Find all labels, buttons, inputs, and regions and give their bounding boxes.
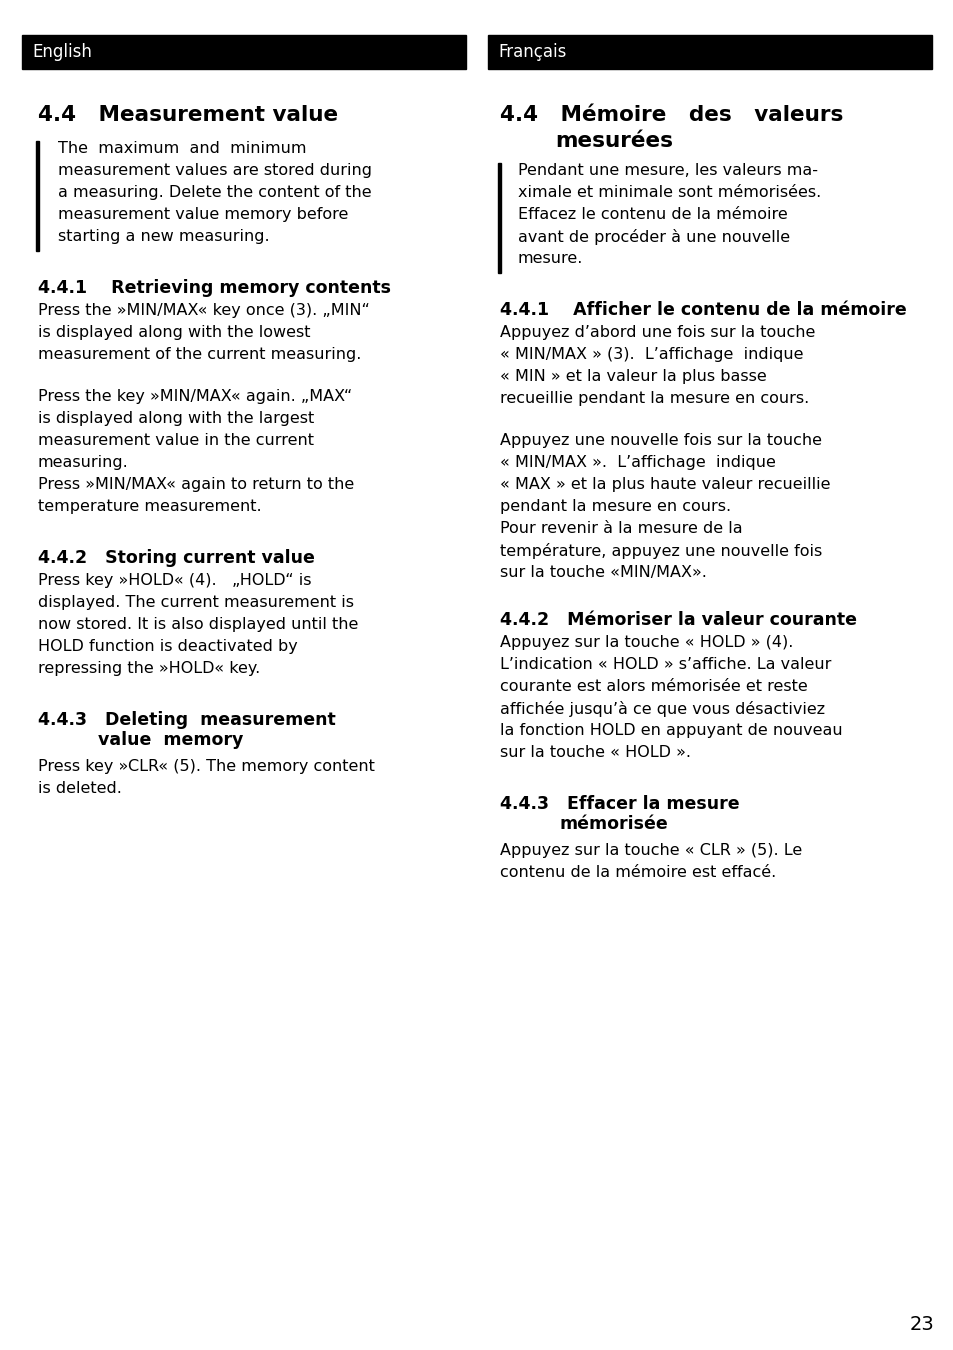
Text: Appuyez d’abord une fois sur la touche: Appuyez d’abord une fois sur la touche	[499, 325, 815, 340]
Text: Press the key »MIN/MAX« again. „MAX“: Press the key »MIN/MAX« again. „MAX“	[38, 389, 352, 404]
Text: Press »MIN/MAX« again to return to the: Press »MIN/MAX« again to return to the	[38, 477, 354, 491]
Text: « MIN/MAX » (3).  L’affichage  indique: « MIN/MAX » (3). L’affichage indique	[499, 347, 802, 362]
Text: 4.4   Measurement value: 4.4 Measurement value	[38, 105, 337, 126]
Text: avant de procéder à une nouvelle: avant de procéder à une nouvelle	[517, 230, 789, 244]
Text: Appuyez sur la touche « HOLD » (4).: Appuyez sur la touche « HOLD » (4).	[499, 634, 793, 649]
Text: 23: 23	[909, 1315, 934, 1334]
Text: is displayed along with the lowest: is displayed along with the lowest	[38, 325, 310, 340]
Text: sur la touche « HOLD ».: sur la touche « HOLD ».	[499, 745, 690, 760]
Text: recueillie pendant la mesure en cours.: recueillie pendant la mesure en cours.	[499, 392, 808, 406]
Text: temperature measurement.: temperature measurement.	[38, 500, 261, 514]
Text: la fonction HOLD en appuyant de nouveau: la fonction HOLD en appuyant de nouveau	[499, 724, 841, 738]
Text: 4.4.2   Mémoriser la valeur courante: 4.4.2 Mémoriser la valeur courante	[499, 612, 856, 629]
Text: « MIN » et la valeur la plus basse: « MIN » et la valeur la plus basse	[499, 369, 766, 383]
Text: now stored. It is also displayed until the: now stored. It is also displayed until t…	[38, 617, 358, 632]
Bar	[22, 35, 465, 69]
Text: measurement of the current measuring.: measurement of the current measuring.	[38, 347, 361, 362]
Text: measurement value in the current: measurement value in the current	[38, 433, 314, 448]
Text: 4.4.1    Retrieving memory contents: 4.4.1 Retrieving memory contents	[38, 279, 391, 297]
Text: Press key »HOLD« (4).   „HOLD“ is: Press key »HOLD« (4). „HOLD“ is	[38, 572, 312, 589]
Text: température, appuyez une nouvelle fois: température, appuyez une nouvelle fois	[499, 543, 821, 559]
Text: 4.4.2   Storing current value: 4.4.2 Storing current value	[38, 549, 314, 567]
Text: Pour revenir à la mesure de la: Pour revenir à la mesure de la	[499, 521, 741, 536]
Text: Press key »CLR« (5). The memory content: Press key »CLR« (5). The memory content	[38, 759, 375, 774]
Text: 4.4.3   Deleting  measurement: 4.4.3 Deleting measurement	[38, 711, 335, 729]
Text: repressing the »HOLD« key.: repressing the »HOLD« key.	[38, 662, 260, 676]
Text: measurement values are stored during: measurement values are stored during	[58, 163, 372, 178]
Bar	[488, 35, 931, 69]
Text: measuring.: measuring.	[38, 455, 129, 470]
Text: a measuring. Delete the content of the: a measuring. Delete the content of the	[58, 185, 372, 200]
Text: courante est alors mémorisée et reste: courante est alors mémorisée et reste	[499, 679, 807, 694]
Text: measurement value memory before: measurement value memory before	[58, 207, 348, 221]
Text: value  memory: value memory	[98, 730, 243, 749]
Text: displayed. The current measurement is: displayed. The current measurement is	[38, 595, 354, 610]
Text: 4.4.1    Afficher le contenu de la mémoire: 4.4.1 Afficher le contenu de la mémoire	[499, 301, 905, 319]
Text: « MIN/MAX ».  L’affichage  indique: « MIN/MAX ». L’affichage indique	[499, 455, 775, 470]
Text: English: English	[32, 43, 91, 61]
Text: mesure.: mesure.	[517, 251, 583, 266]
Text: « MAX » et la plus haute valeur recueillie: « MAX » et la plus haute valeur recueill…	[499, 477, 830, 491]
Text: mesurées: mesurées	[555, 131, 672, 151]
Text: The  maximum  and  minimum: The maximum and minimum	[58, 140, 306, 157]
Text: is deleted.: is deleted.	[38, 782, 122, 796]
Text: affichée jusqu’à ce que vous désactiviez: affichée jusqu’à ce que vous désactiviez	[499, 701, 824, 717]
Text: L’indication « HOLD » s’affiche. La valeur: L’indication « HOLD » s’affiche. La vale…	[499, 657, 830, 672]
Text: sur la touche «MIN/MAX».: sur la touche «MIN/MAX».	[499, 566, 706, 580]
Bar	[36, 140, 39, 251]
Text: ximale et minimale sont mémorisées.: ximale et minimale sont mémorisées.	[517, 185, 821, 200]
Text: starting a new measuring.: starting a new measuring.	[58, 230, 270, 244]
Text: pendant la mesure en cours.: pendant la mesure en cours.	[499, 500, 730, 514]
Text: Effacez le contenu de la mémoire: Effacez le contenu de la mémoire	[517, 207, 787, 221]
Text: is displayed along with the largest: is displayed along with the largest	[38, 410, 314, 427]
Text: 4.4.3   Effacer la mesure: 4.4.3 Effacer la mesure	[499, 795, 739, 813]
Text: Français: Français	[497, 43, 566, 61]
Text: Pendant une mesure, les valeurs ma-: Pendant une mesure, les valeurs ma-	[517, 163, 817, 178]
Text: mémorisée: mémorisée	[559, 815, 668, 833]
Text: Press the »MIN/MAX« key once (3). „MIN“: Press the »MIN/MAX« key once (3). „MIN“	[38, 302, 370, 319]
Text: HOLD function is deactivated by: HOLD function is deactivated by	[38, 639, 297, 653]
Text: 4.4   Mémoire   des   valeurs: 4.4 Mémoire des valeurs	[499, 105, 842, 126]
Bar	[497, 163, 500, 273]
Text: Appuyez sur la touche « CLR » (5). Le: Appuyez sur la touche « CLR » (5). Le	[499, 842, 801, 859]
Text: contenu de la mémoire est effacé.: contenu de la mémoire est effacé.	[499, 865, 776, 880]
Text: Appuyez une nouvelle fois sur la touche: Appuyez une nouvelle fois sur la touche	[499, 433, 821, 448]
